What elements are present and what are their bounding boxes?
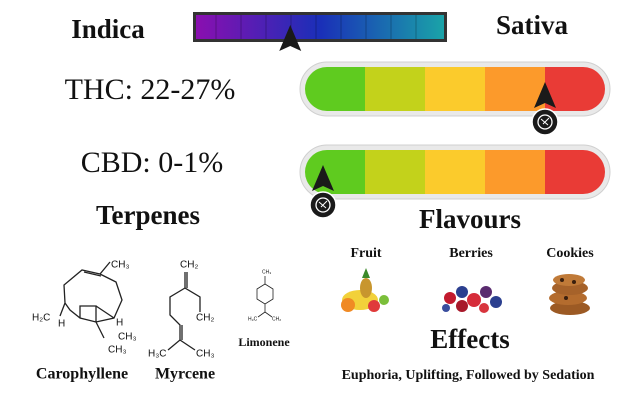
- terpene-name: Carophyllene: [36, 366, 128, 383]
- atom-label: H₂C: [32, 313, 50, 324]
- effects-title: Effects: [430, 324, 509, 354]
- pointer-badge-icon: [540, 117, 550, 126]
- pointer-badge-ring: [315, 197, 331, 213]
- atom-label: CH₂: [272, 316, 281, 322]
- pointer-badge-icon: [318, 200, 328, 209]
- effects-text: Euphoria, Uplifting, Followed by Sedatio…: [342, 368, 595, 383]
- myrcene-structure: [167, 272, 201, 351]
- flavour: Cookies: [546, 246, 594, 261]
- scale-segment: [545, 67, 605, 111]
- atom-label: CH₃: [196, 349, 215, 360]
- atom-label: H: [58, 319, 65, 330]
- scale-segment: [485, 150, 546, 194]
- scale-segment: [365, 150, 426, 194]
- atom-label: CH₃: [262, 269, 271, 275]
- cookies-image: [549, 274, 590, 315]
- atom-label: CH₃: [118, 332, 137, 343]
- cbd-label: CBD: 0-1%: [81, 146, 224, 179]
- berries-image: [442, 286, 502, 313]
- scale-segment: [365, 67, 426, 111]
- type-bar: [196, 15, 444, 39]
- atom-label: H₃C: [248, 316, 258, 322]
- scale-segment: [425, 67, 486, 111]
- atom-label: H₃C: [148, 349, 167, 360]
- fruit-image: [341, 268, 389, 312]
- type-bar-divisions: [215, 15, 417, 39]
- terpene-name: Limonene: [238, 335, 290, 349]
- thc-label: THC: 22-27%: [65, 73, 236, 106]
- sativa-label: Sativa: [496, 10, 569, 40]
- scale-segment: [545, 150, 605, 194]
- flavour: Berries: [449, 246, 493, 261]
- terpenes-title: Terpenes: [96, 200, 200, 230]
- atom-label: CH₃: [108, 345, 127, 356]
- carophyllene-structure: [59, 261, 123, 339]
- pointer-badge-ring: [537, 114, 553, 130]
- atom-label: CH₃: [111, 260, 130, 271]
- flavours-title: Flavours: [419, 204, 521, 234]
- scale-segment: [425, 150, 486, 194]
- limonene-structure: [256, 276, 274, 318]
- pointer: [534, 82, 556, 108]
- indica-label: Indica: [71, 14, 145, 44]
- scale-segment: [305, 67, 366, 111]
- pointer: [312, 165, 334, 191]
- atom-label: H: [116, 318, 123, 329]
- pointer: [279, 25, 302, 51]
- atom-label: CH₂: [180, 260, 198, 271]
- scale-segment: [485, 67, 546, 111]
- terpene-name: Myrcene: [155, 366, 215, 383]
- atom-label: CH₂: [196, 313, 214, 324]
- flavour: Fruit: [350, 246, 381, 261]
